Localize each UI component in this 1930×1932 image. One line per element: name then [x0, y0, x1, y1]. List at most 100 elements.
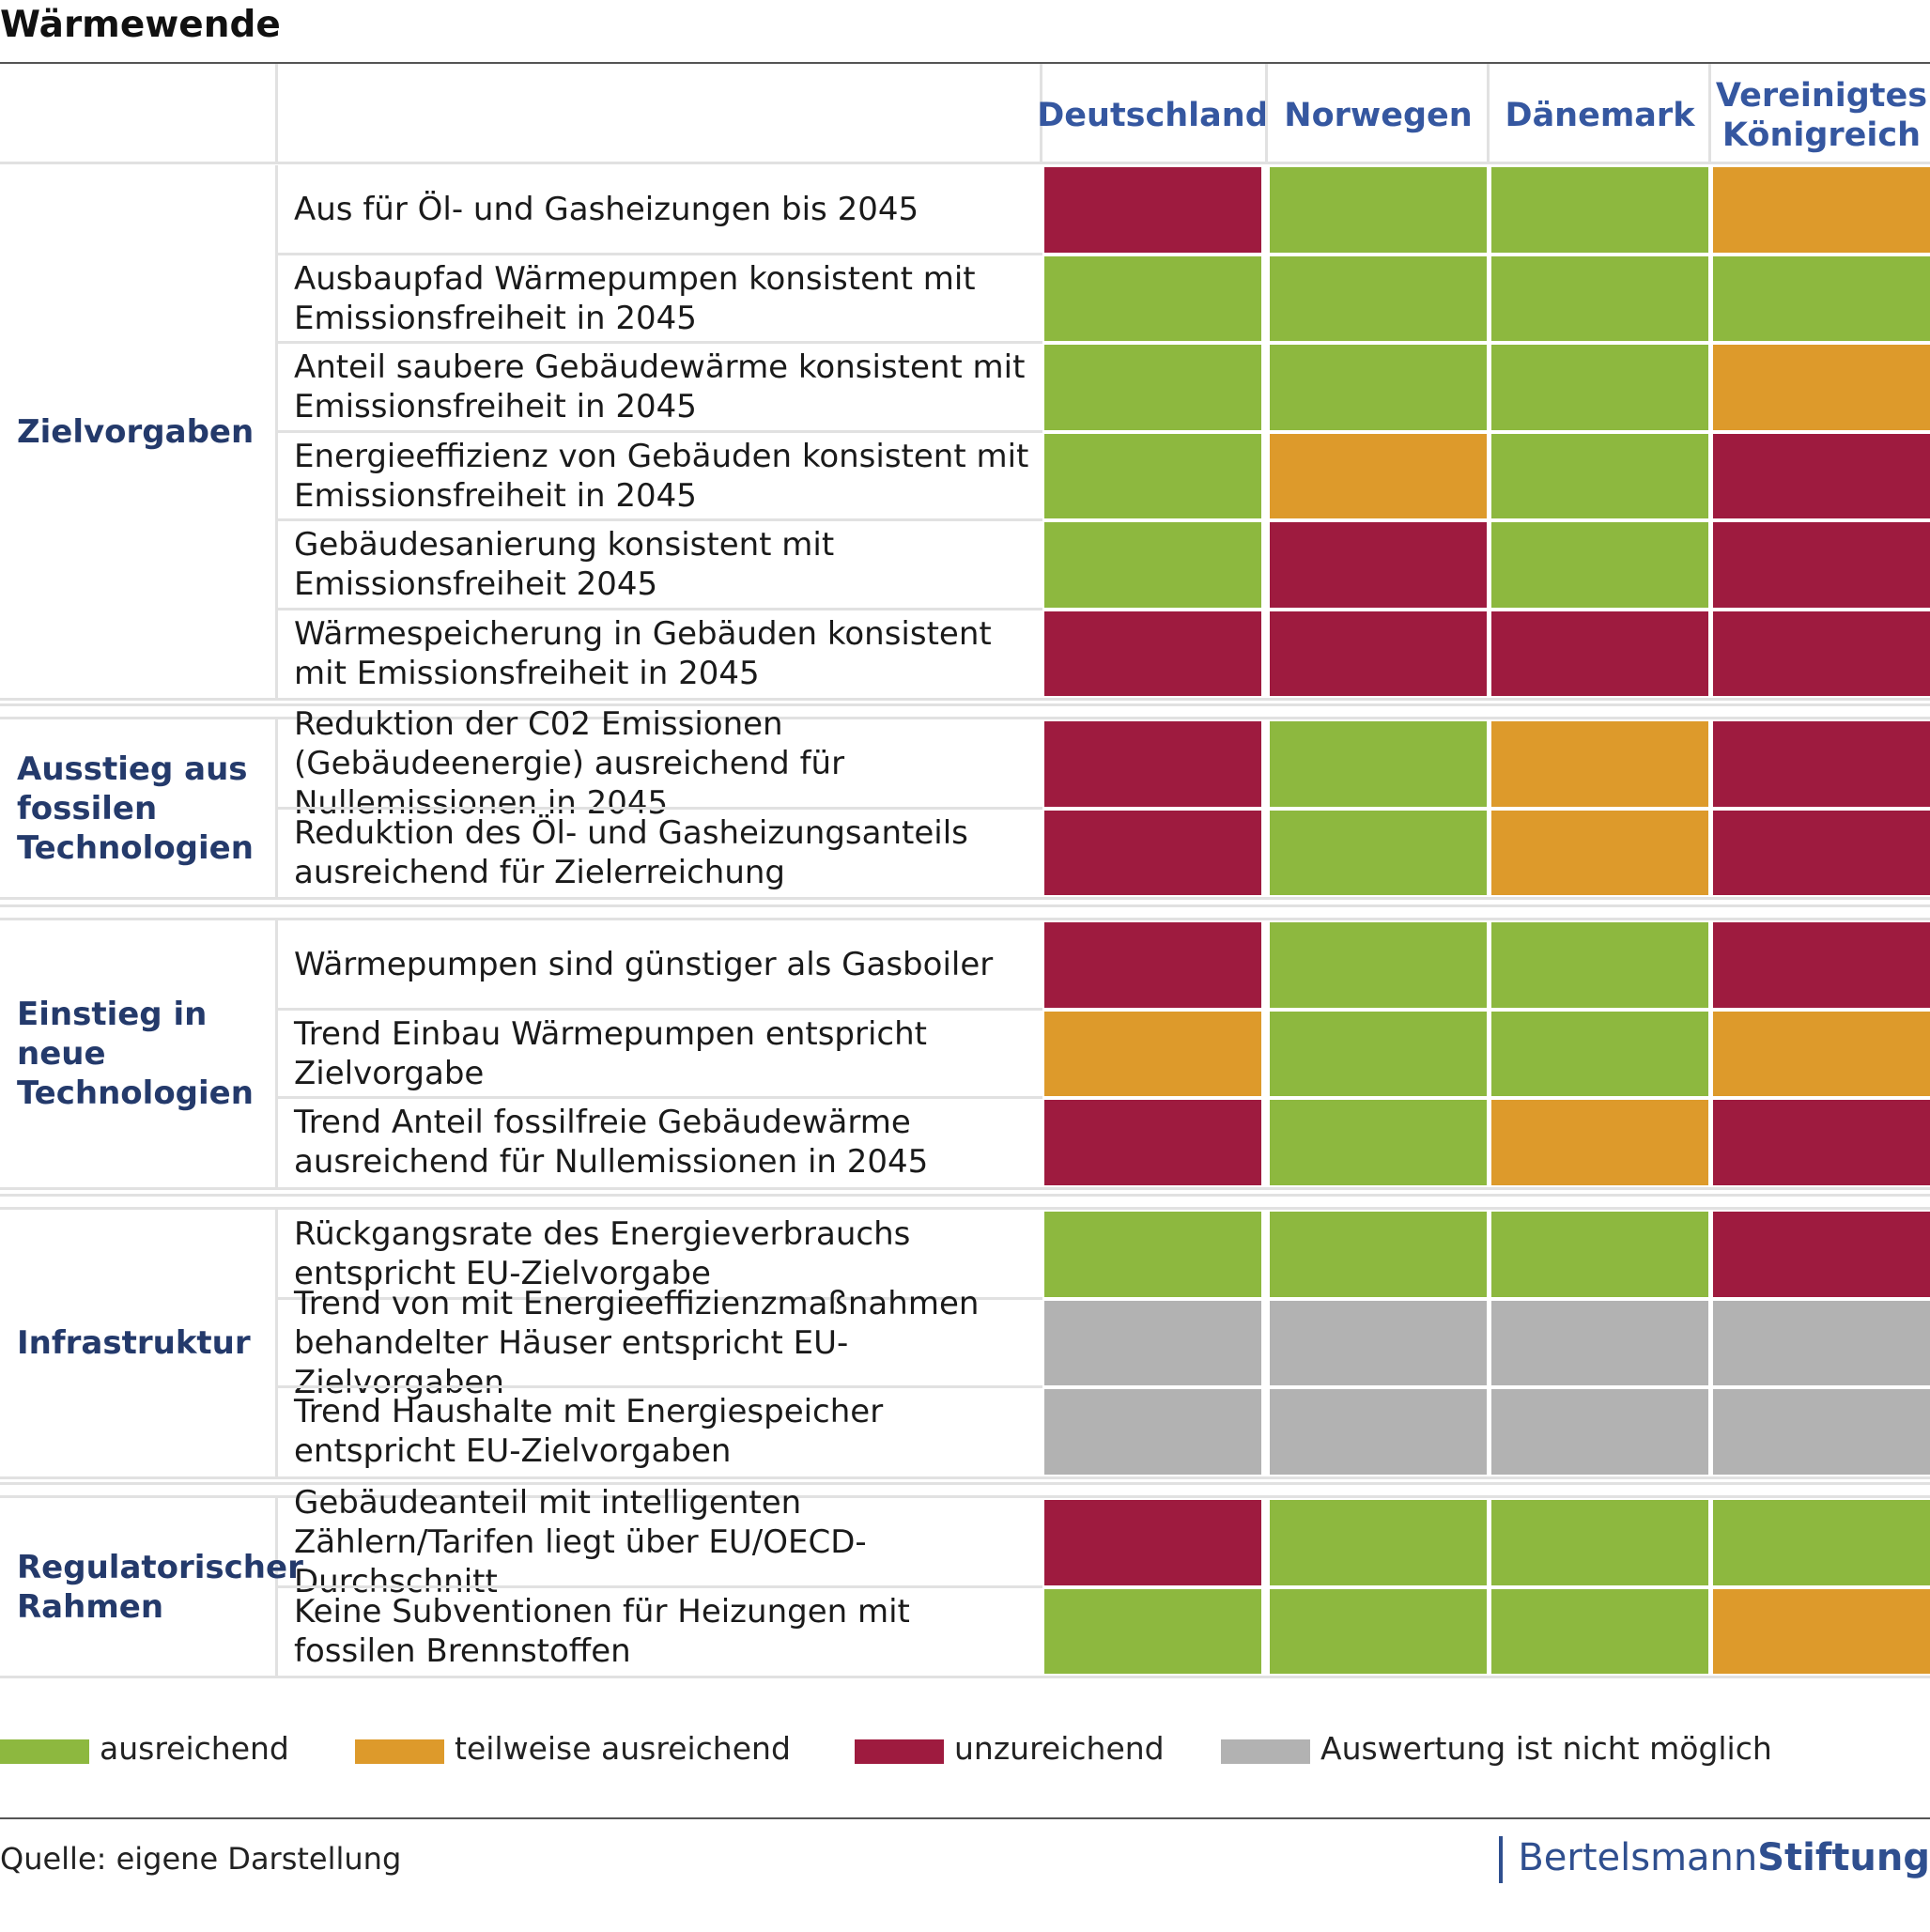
rating-cell [1713, 255, 1930, 341]
rating-cell [1491, 611, 1708, 696]
legend-swatch [855, 1739, 944, 1764]
row-label-text: Trend Anteil fossilfreie Gebäudewärme au… [294, 1104, 929, 1182]
group-gap-bottom [0, 1207, 1930, 1210]
row-label: Wärmepumpen sind günstiger als Gasboiler [294, 920, 1033, 1010]
row-label: Trend Einbau Wärmepumpen entspricht Ziel… [294, 1010, 1033, 1099]
row-divider [278, 252, 1042, 255]
header-column-divider [275, 64, 278, 163]
row-divider [278, 429, 1042, 433]
rating-cell [1713, 522, 1930, 608]
rating-cell [1491, 1500, 1708, 1585]
legend-item: Auswertung ist nicht möglich [1221, 1730, 1878, 1781]
row-divider [278, 1584, 1042, 1588]
row-label-text: Ausbaupfad Wärmepumpen konsistent mit Em… [294, 259, 976, 337]
rating-cell [1491, 255, 1708, 341]
rating-cell [1270, 433, 1487, 518]
rating-cell [1713, 1011, 1930, 1096]
row-label-text: Gebäudeanteil mit intelligenten Zählern/… [294, 1484, 867, 1601]
group-gap-bottom [0, 1495, 1930, 1498]
row-label: Aus für Öl- und Gasheizungen bis 2045 [294, 165, 1033, 255]
header-bottom-rule [0, 162, 1930, 164]
rating-cell [1491, 1212, 1708, 1297]
rating-cell [1270, 255, 1487, 341]
rating-cell [1044, 810, 1261, 895]
legend-label: unzureichend [954, 1730, 1165, 1767]
source-note: Quelle: eigene Darstellung [0, 1841, 402, 1877]
row-label: Trend von mit Energieeffizienzmaßnahmen … [294, 1285, 1033, 1401]
row-label: Trend Haushalte mit Energiespeicher ents… [294, 1387, 1033, 1476]
row-divider [278, 1385, 1042, 1388]
legend-item: ausreichend [0, 1730, 657, 1781]
rating-cell [1491, 922, 1708, 1008]
group-gap-top [0, 1194, 1930, 1197]
rating-cell [1713, 721, 1930, 807]
brand-name-regular: Bertelsmann [1518, 1836, 1758, 1879]
row-label-text: Keine Subventionen für Heizungen mit fos… [294, 1592, 910, 1670]
rating-cell [1491, 1389, 1708, 1475]
group-label-text: Zielvorgaben [17, 412, 255, 451]
rating-cell [1044, 1011, 1261, 1096]
row-label-text: Gebäudesanierung konsistent mit Emission… [294, 526, 835, 604]
row-label-text: Trend von mit Energieeffizienzmaßnahmen … [294, 1284, 980, 1401]
group-bottom-rule [0, 1186, 1930, 1190]
rating-cell [1713, 1500, 1930, 1585]
group-bottom-rule [0, 698, 1930, 701]
footer-rule [0, 1817, 1930, 1819]
chart-title: Wärmewende [0, 4, 281, 46]
group-label-text: Infrastruktur [17, 1323, 251, 1362]
row-label: Trend Anteil fossilfreie Gebäudewärme au… [294, 1098, 1033, 1187]
column-header-3: Vereinigtes Königreich [1715, 77, 1928, 154]
rating-cell [1713, 1212, 1930, 1297]
column-header-0: Deutschland [1037, 97, 1269, 134]
row-label: Energieeffizienz von Gebäuden konsistent… [294, 432, 1033, 521]
rating-cell [1044, 1300, 1261, 1385]
row-divider [278, 1007, 1042, 1011]
group-label-1: Ausstieg aus fossilen Technologien [17, 719, 270, 897]
rating-cell [1044, 522, 1261, 608]
row-label-text: Aus für Öl- und Gasheizungen bis 2045 [294, 191, 919, 229]
rating-cell [1270, 1300, 1487, 1385]
rating-cell [1713, 167, 1930, 253]
group-gap-top [0, 703, 1930, 706]
group-label-0: Zielvorgaben [17, 165, 270, 698]
legend-label: teilweise ausreichend [455, 1730, 791, 1767]
top-rule [0, 62, 1930, 64]
legend-swatch [1221, 1739, 1310, 1764]
legend-swatch [355, 1739, 444, 1764]
row-divider [278, 806, 1042, 810]
rating-cell [1044, 611, 1261, 696]
rating-cell [1270, 1011, 1487, 1096]
group-label-3: Infrastruktur [17, 1210, 270, 1476]
header-column-divider [1708, 64, 1711, 163]
row-label: Rückgangsrate des Energieverbrauchs ents… [294, 1210, 1033, 1299]
rating-cell [1044, 1100, 1261, 1185]
row-label: Ausbaupfad Wärmepumpen konsistent mit Em… [294, 255, 1033, 344]
rating-cell [1491, 1011, 1708, 1096]
rating-cell [1491, 1300, 1708, 1385]
brand-name-bold: Stiftung [1757, 1836, 1930, 1879]
group-label-text: Einstieg in neue Technologien [17, 995, 254, 1112]
rating-cell [1044, 345, 1261, 430]
rating-cell [1713, 810, 1930, 895]
rating-cell [1491, 345, 1708, 430]
row-label-text: Reduktion des Öl- und Gasheizungsanteils… [294, 813, 968, 891]
legend-item: teilweise ausreichend [355, 1730, 1012, 1781]
group-label-divider [275, 719, 278, 897]
brand-divider [1499, 1836, 1504, 1883]
row-label-text: Rückgangsrate des Energieverbrauchs ents… [294, 1215, 911, 1293]
rating-cell [1270, 522, 1487, 608]
rating-cell [1044, 1588, 1261, 1674]
group-label-2: Einstieg in neue Technologien [17, 920, 270, 1187]
rating-cell [1044, 255, 1261, 341]
row-label-text: Wärmepumpen sind günstiger als Gasboiler [294, 946, 994, 984]
group-gap-bottom [0, 918, 1930, 920]
group-label-divider [275, 920, 278, 1187]
rating-cell [1044, 1500, 1261, 1585]
group-bottom-rule [0, 897, 1930, 900]
row-label-text: Trend Haushalte mit Energiespeicher ents… [294, 1393, 884, 1471]
row-label-text: Anteil saubere Gebäudewärme konsistent m… [294, 348, 1026, 426]
row-divider [278, 341, 1042, 344]
rating-cell [1491, 1100, 1708, 1185]
row-label: Keine Subventionen für Heizungen mit fos… [294, 1587, 1033, 1677]
rating-cell [1270, 1588, 1487, 1674]
